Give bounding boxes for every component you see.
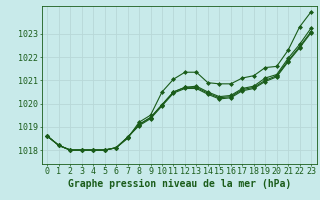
X-axis label: Graphe pression niveau de la mer (hPa): Graphe pression niveau de la mer (hPa) <box>68 179 291 189</box>
